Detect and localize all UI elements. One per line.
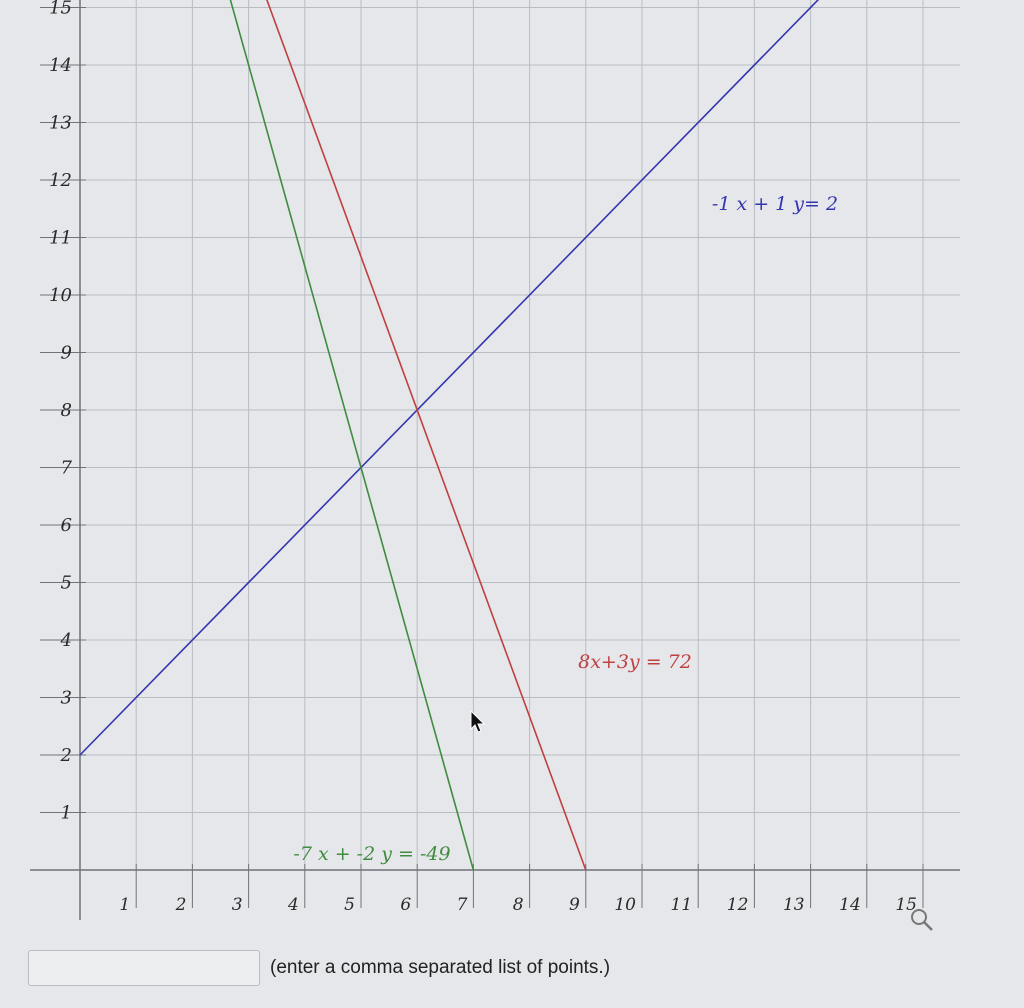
label-blue-equation: -1 x + 1 y= 2 xyxy=(712,193,838,215)
y-tick-label: 15 xyxy=(49,0,72,19)
x-tick-labels: 1 2 3 4 5 6 7 8 9 10 11 12 13 14 15 xyxy=(119,864,924,915)
y-tick-label: 9 xyxy=(61,343,72,364)
y-tick-label: 6 xyxy=(61,515,72,536)
line-red xyxy=(266,0,587,871)
x-tick-label: 10 xyxy=(614,895,636,915)
equation-labels: -1 x + 1 y= 2 8x+3y = 72 -7 x + -2 y = -49 xyxy=(293,193,838,865)
y-tick-label: 3 xyxy=(61,688,72,709)
y-tick-label: 10 xyxy=(49,285,72,306)
x-tick-label: 12 xyxy=(727,895,749,915)
answer-hint: (enter a comma separated list of points.… xyxy=(270,957,611,978)
pointer-cursor-icon xyxy=(470,710,486,733)
x-tick-label: 4 xyxy=(287,895,299,915)
y-tick-label: 7 xyxy=(61,458,73,479)
label-green-equation: -7 x + -2 y = -49 xyxy=(293,843,450,865)
answer-row: (enter a comma separated list of points.… xyxy=(28,950,610,986)
x-tick-label: 9 xyxy=(569,895,580,915)
label-red-equation: 8x+3y = 72 xyxy=(578,651,692,673)
x-tick-label: 3 xyxy=(232,895,243,915)
x-tick-label: 13 xyxy=(783,895,805,915)
x-tick-label: 8 xyxy=(513,895,524,915)
y-tick-label: 5 xyxy=(61,573,72,594)
y-tick-label: 11 xyxy=(49,228,72,249)
x-tick-label: 11 xyxy=(671,895,693,915)
equation-lines xyxy=(79,0,820,871)
line-green xyxy=(229,0,475,871)
coordinate-graph: 1 2 3 4 5 6 7 8 9 10 11 12 13 14 15 123456789101112131… xyxy=(30,0,960,920)
x-tick-label: 2 xyxy=(175,895,187,915)
y-tick-label: 12 xyxy=(49,170,72,191)
x-tick-label: 1 xyxy=(119,895,130,915)
x-tick-label: 5 xyxy=(344,895,355,915)
y-tick-label: 8 xyxy=(61,400,72,421)
y-tick-label: 2 xyxy=(60,745,72,766)
line-blue xyxy=(79,0,820,756)
magnifier-icon[interactable] xyxy=(908,906,936,934)
y-tick-label: 1 xyxy=(61,803,72,824)
axes xyxy=(30,0,960,920)
grid xyxy=(80,0,960,870)
x-tick-label: 6 xyxy=(400,895,411,915)
y-tick-label: 14 xyxy=(49,55,72,76)
x-tick-label: 15 xyxy=(895,895,917,915)
x-tick-label: 14 xyxy=(839,895,861,915)
points-answer-input[interactable] xyxy=(28,950,260,986)
y-tick-label: 4 xyxy=(60,630,72,651)
x-tick-label: 7 xyxy=(457,895,468,915)
y-tick-label: 13 xyxy=(49,113,72,134)
